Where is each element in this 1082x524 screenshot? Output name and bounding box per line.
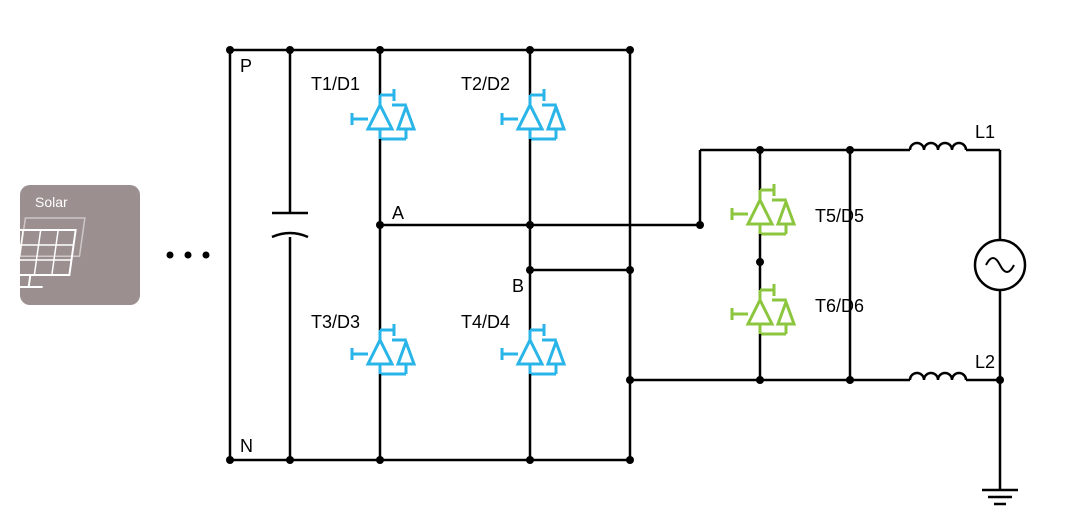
- label-t4: T4/D4: [461, 312, 510, 332]
- capacitor-plate-bot: [272, 233, 308, 237]
- inductor-l1: [910, 143, 966, 150]
- label-t1: T1/D1: [311, 74, 360, 94]
- inductor-l2: [910, 373, 966, 380]
- label-b: B: [512, 276, 524, 296]
- igbt-t2: [502, 89, 564, 139]
- ellipsis-dot: [185, 252, 192, 259]
- ac-sine-icon: [986, 258, 1014, 272]
- label-p: P: [240, 56, 252, 76]
- ellipsis-dot: [167, 252, 174, 259]
- label-n: N: [240, 436, 253, 456]
- label-a: A: [392, 203, 404, 223]
- ellipsis-dot: [203, 252, 210, 259]
- solar-label: Solar: [35, 194, 68, 210]
- igbt-t1: [352, 89, 414, 139]
- label-t2: T2/D2: [461, 74, 510, 94]
- label-t6: T6/D6: [815, 296, 864, 316]
- solar-panel: Solar: [0, 185, 140, 305]
- igbt-t4: [502, 324, 564, 374]
- igbt-t3: [352, 324, 414, 374]
- label-l1: L1: [975, 122, 995, 142]
- label-l2: L2: [975, 352, 995, 372]
- igbt-t6: [732, 284, 794, 334]
- label-t3: T3/D3: [311, 312, 360, 332]
- label-t5: T5/D5: [815, 206, 864, 226]
